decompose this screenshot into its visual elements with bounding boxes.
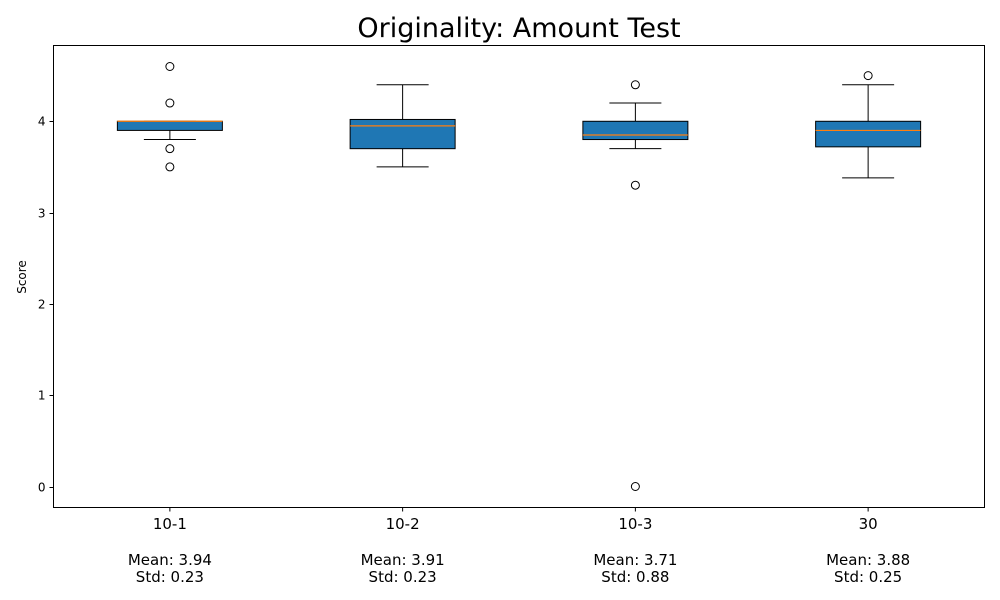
iqr-box [116,120,223,131]
x-tick-label: 10-2 [386,515,420,533]
iqr-box [815,120,922,148]
std-label: Std: 0.23 [136,568,204,586]
chart-title: Originality: Amount Test [357,13,680,44]
y-axis-ticks: 0 1 2 3 4 [38,115,54,495]
outlier-point [165,62,175,71]
std-label: Std: 0.23 [369,568,437,586]
mean-label: Mean: 3.94 [128,551,212,569]
iqr-box [582,120,689,141]
outlier-point [630,180,640,190]
y-tick-label: 1 [38,389,46,403]
box-group [349,84,456,168]
mean-label: Mean: 3.71 [593,551,677,569]
outlier-point [165,98,175,108]
mean-label: Mean: 3.91 [361,551,445,569]
iqr-box [349,118,456,150]
box-group [116,62,223,172]
box-group [815,71,922,179]
y-tick-label: 3 [38,207,46,221]
std-label: Std: 0.88 [601,568,669,586]
plot-area-frame [53,45,985,508]
box-group [582,80,689,491]
mean-label: Mean: 3.88 [826,551,910,569]
std-label: Std: 0.25 [834,568,902,586]
box-series [116,62,922,491]
x-tick-label: 30 [859,515,878,533]
x-tick-label: 10-1 [153,515,187,533]
outlier-point [165,144,175,154]
outlier-point [630,482,640,491]
y-axis-label: Score [15,260,29,294]
outlier-point [863,71,873,81]
outlier-point [630,80,640,90]
y-tick-label: 2 [38,298,46,312]
y-tick-label: 0 [38,481,46,495]
y-tick-label: 4 [38,115,46,129]
x-tick-label: 10-3 [618,515,652,533]
outlier-point [165,162,175,172]
